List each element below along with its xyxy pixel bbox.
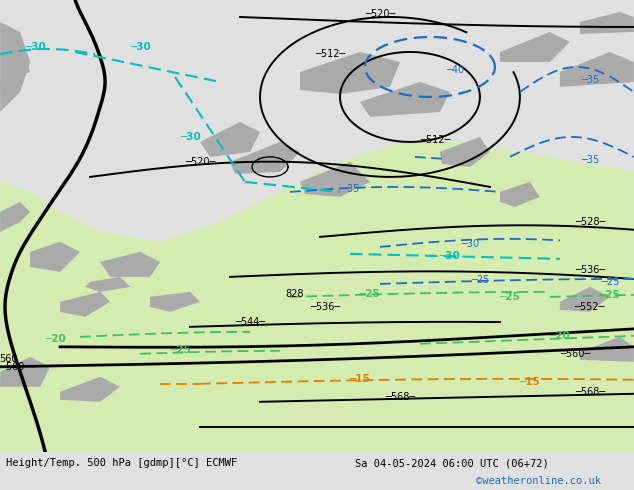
- Polygon shape: [100, 252, 160, 277]
- Text: Sa 04-05-2024 06:00 UTC (06+72): Sa 04-05-2024 06:00 UTC (06+72): [355, 458, 549, 468]
- Text: ─20: ─20: [550, 331, 570, 341]
- Text: ─30: ─30: [461, 239, 479, 249]
- Polygon shape: [60, 377, 120, 402]
- Polygon shape: [85, 277, 130, 292]
- Text: ─30: ─30: [25, 42, 46, 52]
- Text: ─35: ─35: [341, 184, 359, 194]
- Polygon shape: [150, 292, 200, 312]
- Polygon shape: [580, 337, 634, 362]
- Polygon shape: [560, 287, 610, 312]
- Polygon shape: [0, 357, 50, 387]
- Polygon shape: [0, 202, 30, 232]
- Text: ─528─: ─528─: [574, 217, 605, 227]
- Text: ─560─: ─560─: [560, 349, 590, 359]
- Polygon shape: [10, 57, 30, 77]
- Polygon shape: [300, 52, 400, 94]
- Text: Height/Temp. 500 hPa [gdmp][°C] ECMWF: Height/Temp. 500 hPa [gdmp][°C] ECMWF: [6, 458, 238, 468]
- Polygon shape: [0, 74, 18, 92]
- Polygon shape: [500, 32, 570, 62]
- Text: ─20: ─20: [45, 334, 65, 344]
- Text: ─520─: ─520─: [185, 157, 216, 167]
- Text: ─30: ─30: [439, 251, 460, 261]
- Polygon shape: [500, 182, 540, 207]
- Text: ─25: ─25: [500, 292, 521, 302]
- Text: ─25: ─25: [470, 275, 489, 285]
- Polygon shape: [560, 52, 634, 87]
- Polygon shape: [0, 142, 634, 452]
- Text: ─25: ─25: [359, 289, 380, 299]
- Text: ─30: ─30: [130, 42, 150, 52]
- Text: ─40: ─40: [446, 65, 464, 75]
- Text: ─568─: ─568─: [575, 387, 605, 397]
- Text: ─552─: ─552─: [574, 302, 605, 312]
- Polygon shape: [60, 292, 110, 317]
- Text: ─512─: ─512─: [420, 135, 450, 145]
- Text: ─35: ─35: [581, 155, 599, 165]
- Text: ─568─: ─568─: [385, 392, 415, 402]
- Text: ─30: ─30: [179, 132, 200, 142]
- Polygon shape: [200, 122, 260, 157]
- Text: ─25: ─25: [600, 290, 620, 300]
- Polygon shape: [580, 12, 634, 34]
- Polygon shape: [440, 137, 490, 167]
- Text: ─15: ─15: [349, 374, 370, 384]
- Text: ─25: ─25: [170, 345, 190, 355]
- Text: ©weatheronline.co.uk: ©weatheronline.co.uk: [476, 476, 600, 486]
- Text: ─560─: ─560─: [0, 362, 30, 372]
- Text: ─25: ─25: [600, 277, 619, 287]
- Text: 560: 560: [0, 354, 17, 364]
- Polygon shape: [0, 22, 30, 112]
- Text: ─520─: ─520─: [365, 9, 395, 19]
- Polygon shape: [360, 82, 450, 117]
- Text: 828: 828: [286, 289, 304, 299]
- Polygon shape: [230, 142, 300, 174]
- Text: ─544─: ─544─: [235, 317, 265, 327]
- Text: ─536─: ─536─: [575, 265, 605, 275]
- Text: ─15: ─15: [519, 377, 540, 387]
- Text: ─512─: ─512─: [315, 49, 345, 59]
- Text: ─35: ─35: [581, 75, 599, 85]
- Polygon shape: [30, 242, 80, 272]
- Text: ─536─: ─536─: [310, 302, 340, 312]
- Polygon shape: [300, 162, 370, 197]
